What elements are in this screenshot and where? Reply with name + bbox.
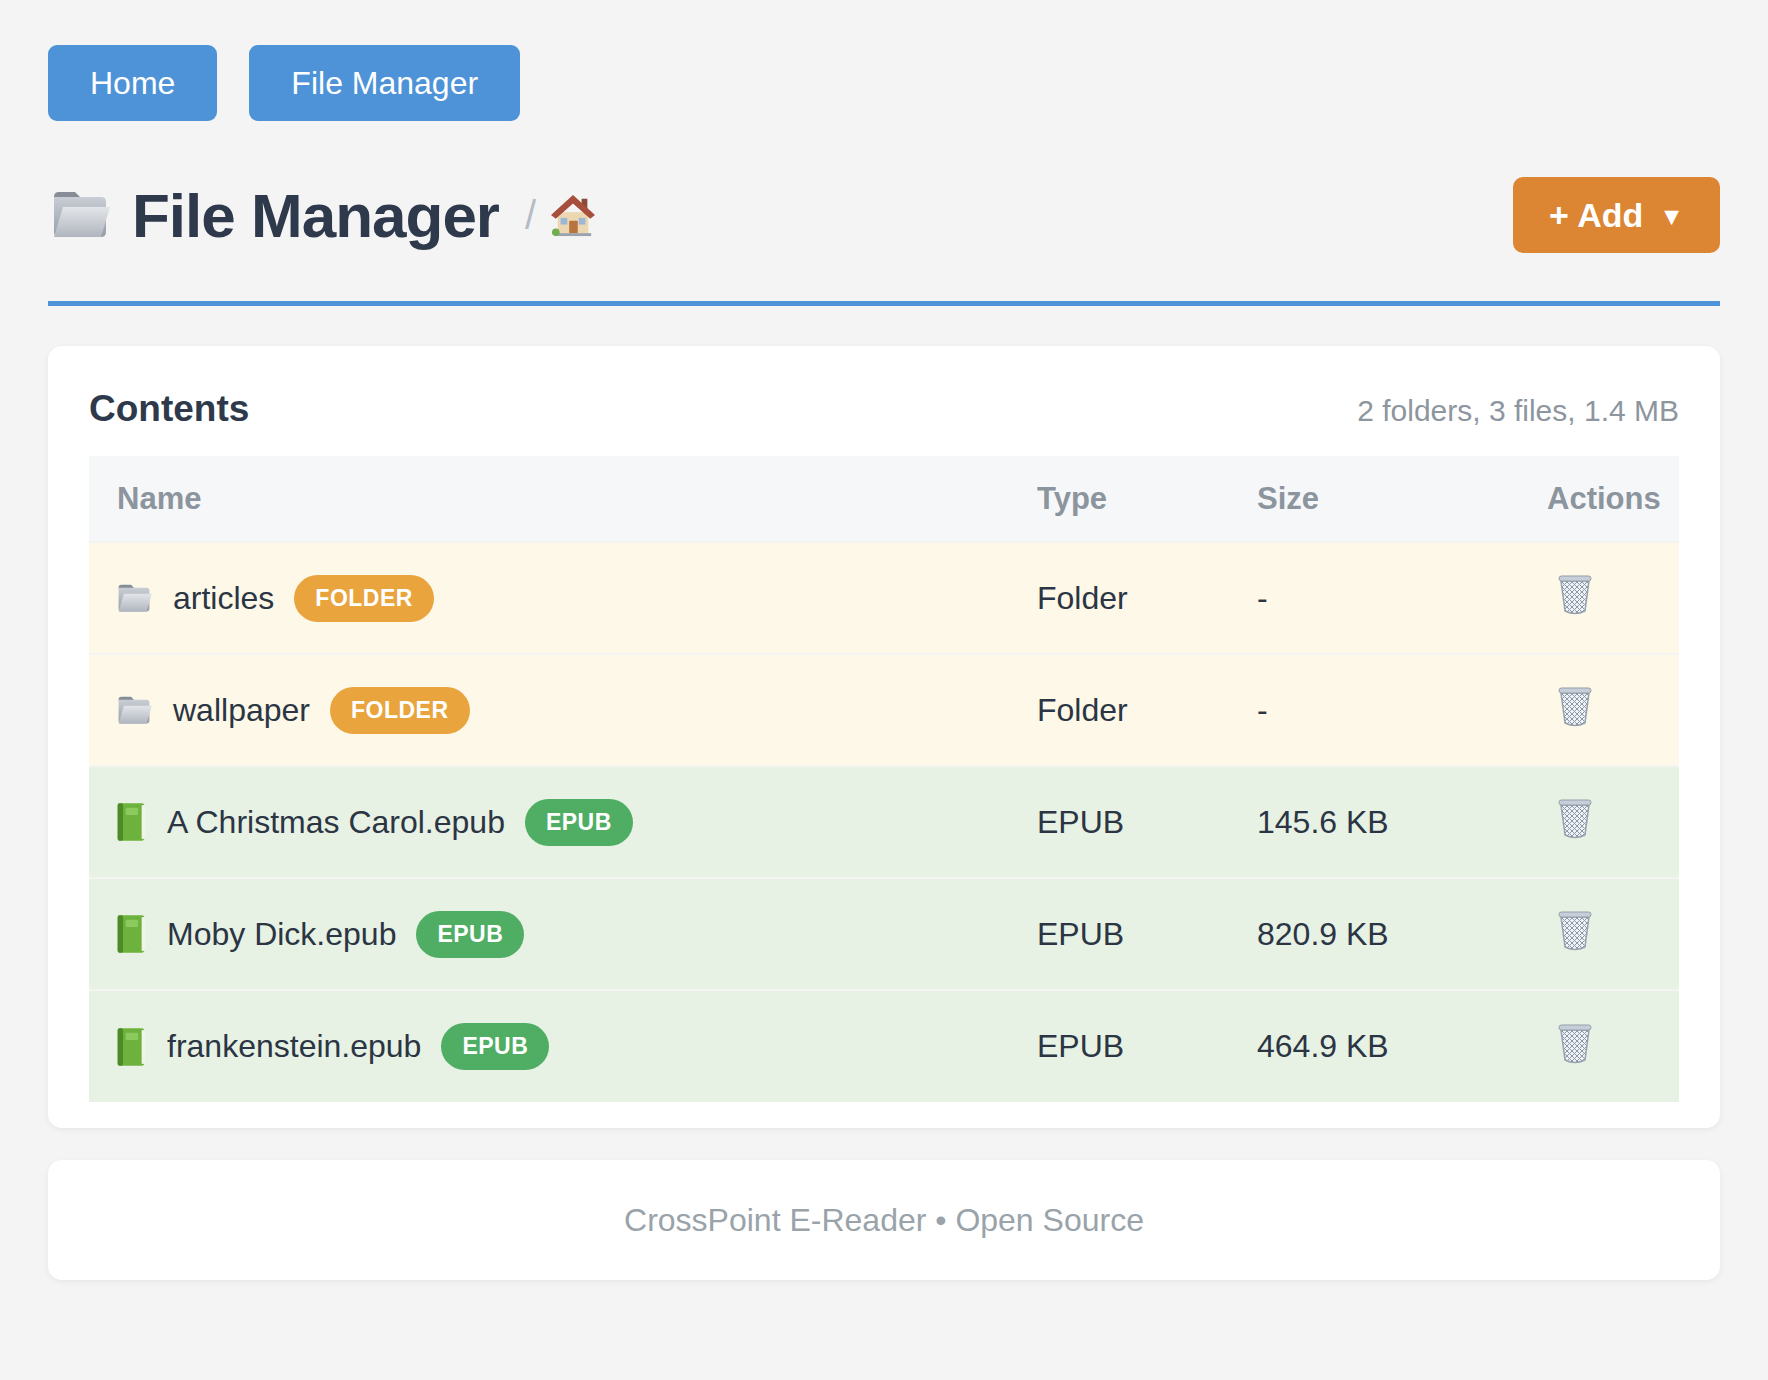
page-header: File Manager / + Add ▼ xyxy=(48,177,1720,253)
title-wrap: File Manager / xyxy=(48,180,596,251)
table-row-wallpaper: wallpaper FOLDER Folder - xyxy=(89,654,1679,766)
type-cell: EPUB xyxy=(1037,990,1257,1102)
type-cell: Folder xyxy=(1037,654,1257,766)
size-cell: 464.9 KB xyxy=(1257,990,1547,1102)
book-icon xyxy=(115,1026,147,1068)
file-name[interactable]: frankenstein.epub xyxy=(167,1028,421,1065)
type-cell: EPUB xyxy=(1037,878,1257,990)
footer-text: CrossPoint E-Reader • Open Source xyxy=(624,1202,1144,1239)
epub-badge: EPUB xyxy=(525,799,633,846)
table-row-moby-dick: Moby Dick.epub EPUB EPUB 820.9 KB xyxy=(89,878,1679,990)
trash-icon xyxy=(1557,908,1593,952)
column-header-actions: Actions xyxy=(1547,456,1679,542)
add-button[interactable]: + Add ▼ xyxy=(1513,177,1720,253)
size-cell: - xyxy=(1257,542,1547,654)
table-row-frankenstein: frankenstein.epub EPUB EPUB 464.9 KB xyxy=(89,990,1679,1102)
home-icon[interactable] xyxy=(550,193,596,237)
delete-button[interactable] xyxy=(1557,684,1593,728)
file-manager-button[interactable]: File Manager xyxy=(249,45,520,121)
contents-summary: 2 folders, 3 files, 1.4 MB xyxy=(1357,394,1679,428)
contents-heading: Contents xyxy=(89,388,249,430)
contents-card-header: Contents 2 folders, 3 files, 1.4 MB xyxy=(89,388,1679,430)
folder-icon xyxy=(48,187,112,243)
breadcrumb: / xyxy=(525,193,596,238)
page-title: File Manager xyxy=(132,180,499,251)
add-button-label: + Add xyxy=(1549,196,1643,235)
column-header-name: Name xyxy=(89,456,1037,542)
book-icon xyxy=(115,801,147,843)
file-name[interactable]: Moby Dick.epub xyxy=(167,916,396,953)
chevron-down-icon: ▼ xyxy=(1659,202,1684,231)
folder-icon xyxy=(115,582,153,615)
trash-icon xyxy=(1557,796,1593,840)
folder-badge: FOLDER xyxy=(294,575,434,622)
book-icon xyxy=(115,913,147,955)
size-cell: 145.6 KB xyxy=(1257,766,1547,878)
folder-badge: FOLDER xyxy=(330,687,470,734)
delete-button[interactable] xyxy=(1557,796,1593,840)
size-cell: - xyxy=(1257,654,1547,766)
trash-icon xyxy=(1557,684,1593,728)
table-row-articles: articles FOLDER Folder - xyxy=(89,542,1679,654)
file-manager-page: Home File Manager File Manager / xyxy=(0,0,1768,1280)
footer-card: CrossPoint E-Reader • Open Source xyxy=(48,1160,1720,1280)
column-header-size: Size xyxy=(1257,456,1547,542)
size-cell: 820.9 KB xyxy=(1257,878,1547,990)
trash-icon xyxy=(1557,1021,1593,1065)
breadcrumb-separator: / xyxy=(525,193,536,238)
contents-card: Contents 2 folders, 3 files, 1.4 MB Name… xyxy=(48,346,1720,1128)
epub-badge: EPUB xyxy=(441,1023,549,1070)
folder-name[interactable]: wallpaper xyxy=(173,692,310,729)
trash-icon xyxy=(1557,572,1593,616)
type-cell: Folder xyxy=(1037,542,1257,654)
table-row-christmas-carol: A Christmas Carol.epub EPUB EPUB 145.6 K… xyxy=(89,766,1679,878)
file-name[interactable]: A Christmas Carol.epub xyxy=(167,804,505,841)
type-cell: EPUB xyxy=(1037,766,1257,878)
home-button[interactable]: Home xyxy=(48,45,217,121)
top-nav: Home File Manager xyxy=(48,45,1720,121)
delete-button[interactable] xyxy=(1557,1021,1593,1065)
column-header-type: Type xyxy=(1037,456,1257,542)
header-divider xyxy=(48,301,1720,306)
folder-icon xyxy=(115,694,153,727)
epub-badge: EPUB xyxy=(416,911,524,958)
delete-button[interactable] xyxy=(1557,908,1593,952)
delete-button[interactable] xyxy=(1557,572,1593,616)
files-table: Name Type Size Actions xyxy=(89,456,1679,1102)
table-header-row: Name Type Size Actions xyxy=(89,456,1679,542)
folder-name[interactable]: articles xyxy=(173,580,274,617)
